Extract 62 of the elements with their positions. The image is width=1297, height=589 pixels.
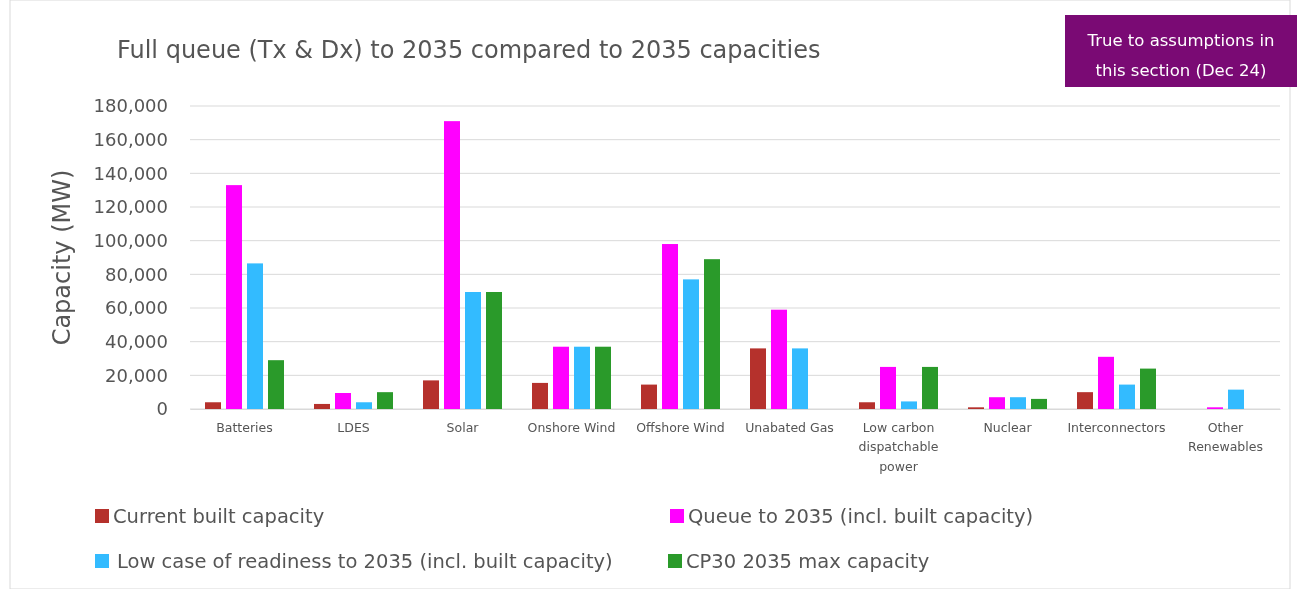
legend-label: Low case of readiness to 2035 (incl. built capacity) (117, 550, 613, 573)
bar (1031, 398, 1047, 409)
bar (356, 402, 372, 409)
bar (465, 292, 481, 409)
bar (226, 185, 242, 409)
y-tick-label: 80,000 (105, 263, 168, 285)
bar (1010, 397, 1026, 409)
bar (922, 366, 938, 409)
chart-title: Full queue (Tx & Dx) to 2035 compared to 2035 capacities (117, 36, 821, 64)
x-tick-label: Nuclear (983, 419, 1033, 435)
bar (1140, 368, 1156, 409)
y-tick-label: 120,000 (93, 196, 168, 218)
x-tick-label: Onshore Wind (527, 419, 616, 435)
bar (247, 263, 263, 409)
bar (377, 392, 393, 409)
bar (989, 397, 1005, 409)
x-tick-label: Interconnectors (1067, 419, 1166, 435)
bar (486, 292, 502, 409)
bar (750, 348, 766, 409)
bar (771, 309, 787, 409)
x-tick-label: Other Renewables (1188, 419, 1263, 455)
bar (683, 279, 699, 409)
bar (859, 402, 875, 409)
bar (1228, 389, 1244, 409)
bar (595, 346, 611, 409)
bar (553, 346, 569, 409)
y-tick-label: 20,000 (105, 364, 168, 386)
bar (205, 402, 221, 409)
bar (792, 348, 808, 409)
bar (704, 259, 720, 409)
bar (880, 366, 896, 409)
bar (574, 346, 590, 409)
legend-label: Queue to 2035 (incl. built capacity) (688, 505, 1034, 528)
y-tick-label: 100,000 (93, 229, 168, 251)
bar (641, 384, 657, 409)
y-tick-label: 180,000 (93, 95, 168, 117)
text: True to assumptions in this section (Dec 24) (1086, 31, 1275, 80)
bar (423, 380, 439, 409)
x-tick-label: Solar (446, 419, 480, 435)
y-tick-label: 140,000 (93, 162, 168, 184)
x-tick-label: Batteries (216, 419, 273, 435)
y-tick-label: 160,000 (93, 128, 168, 150)
x-tick-label: Offshore Wind (636, 419, 725, 435)
y-tick-label: 60,000 (105, 297, 168, 319)
bar (532, 382, 548, 409)
x-tick-label: LDES (337, 419, 370, 435)
y-tick-label: 40,000 (105, 330, 168, 352)
bar (1098, 356, 1114, 409)
legend-label: CP30 2035 max capacity (686, 550, 930, 573)
bar (901, 401, 917, 409)
y-tick-label: 0 (156, 398, 168, 420)
legend-label: Current built capacity (113, 505, 325, 528)
bar (314, 403, 330, 409)
bar (268, 360, 284, 409)
y-axis-title: Capacity (MW) (48, 169, 76, 346)
bar (662, 244, 678, 409)
bar (1077, 392, 1093, 409)
bar (335, 393, 351, 409)
x-tick-label: Unabated Gas (745, 419, 834, 435)
bar (1119, 384, 1135, 409)
bar (444, 121, 460, 409)
x-tick-label: Low carbon dispatchable power (858, 419, 939, 474)
